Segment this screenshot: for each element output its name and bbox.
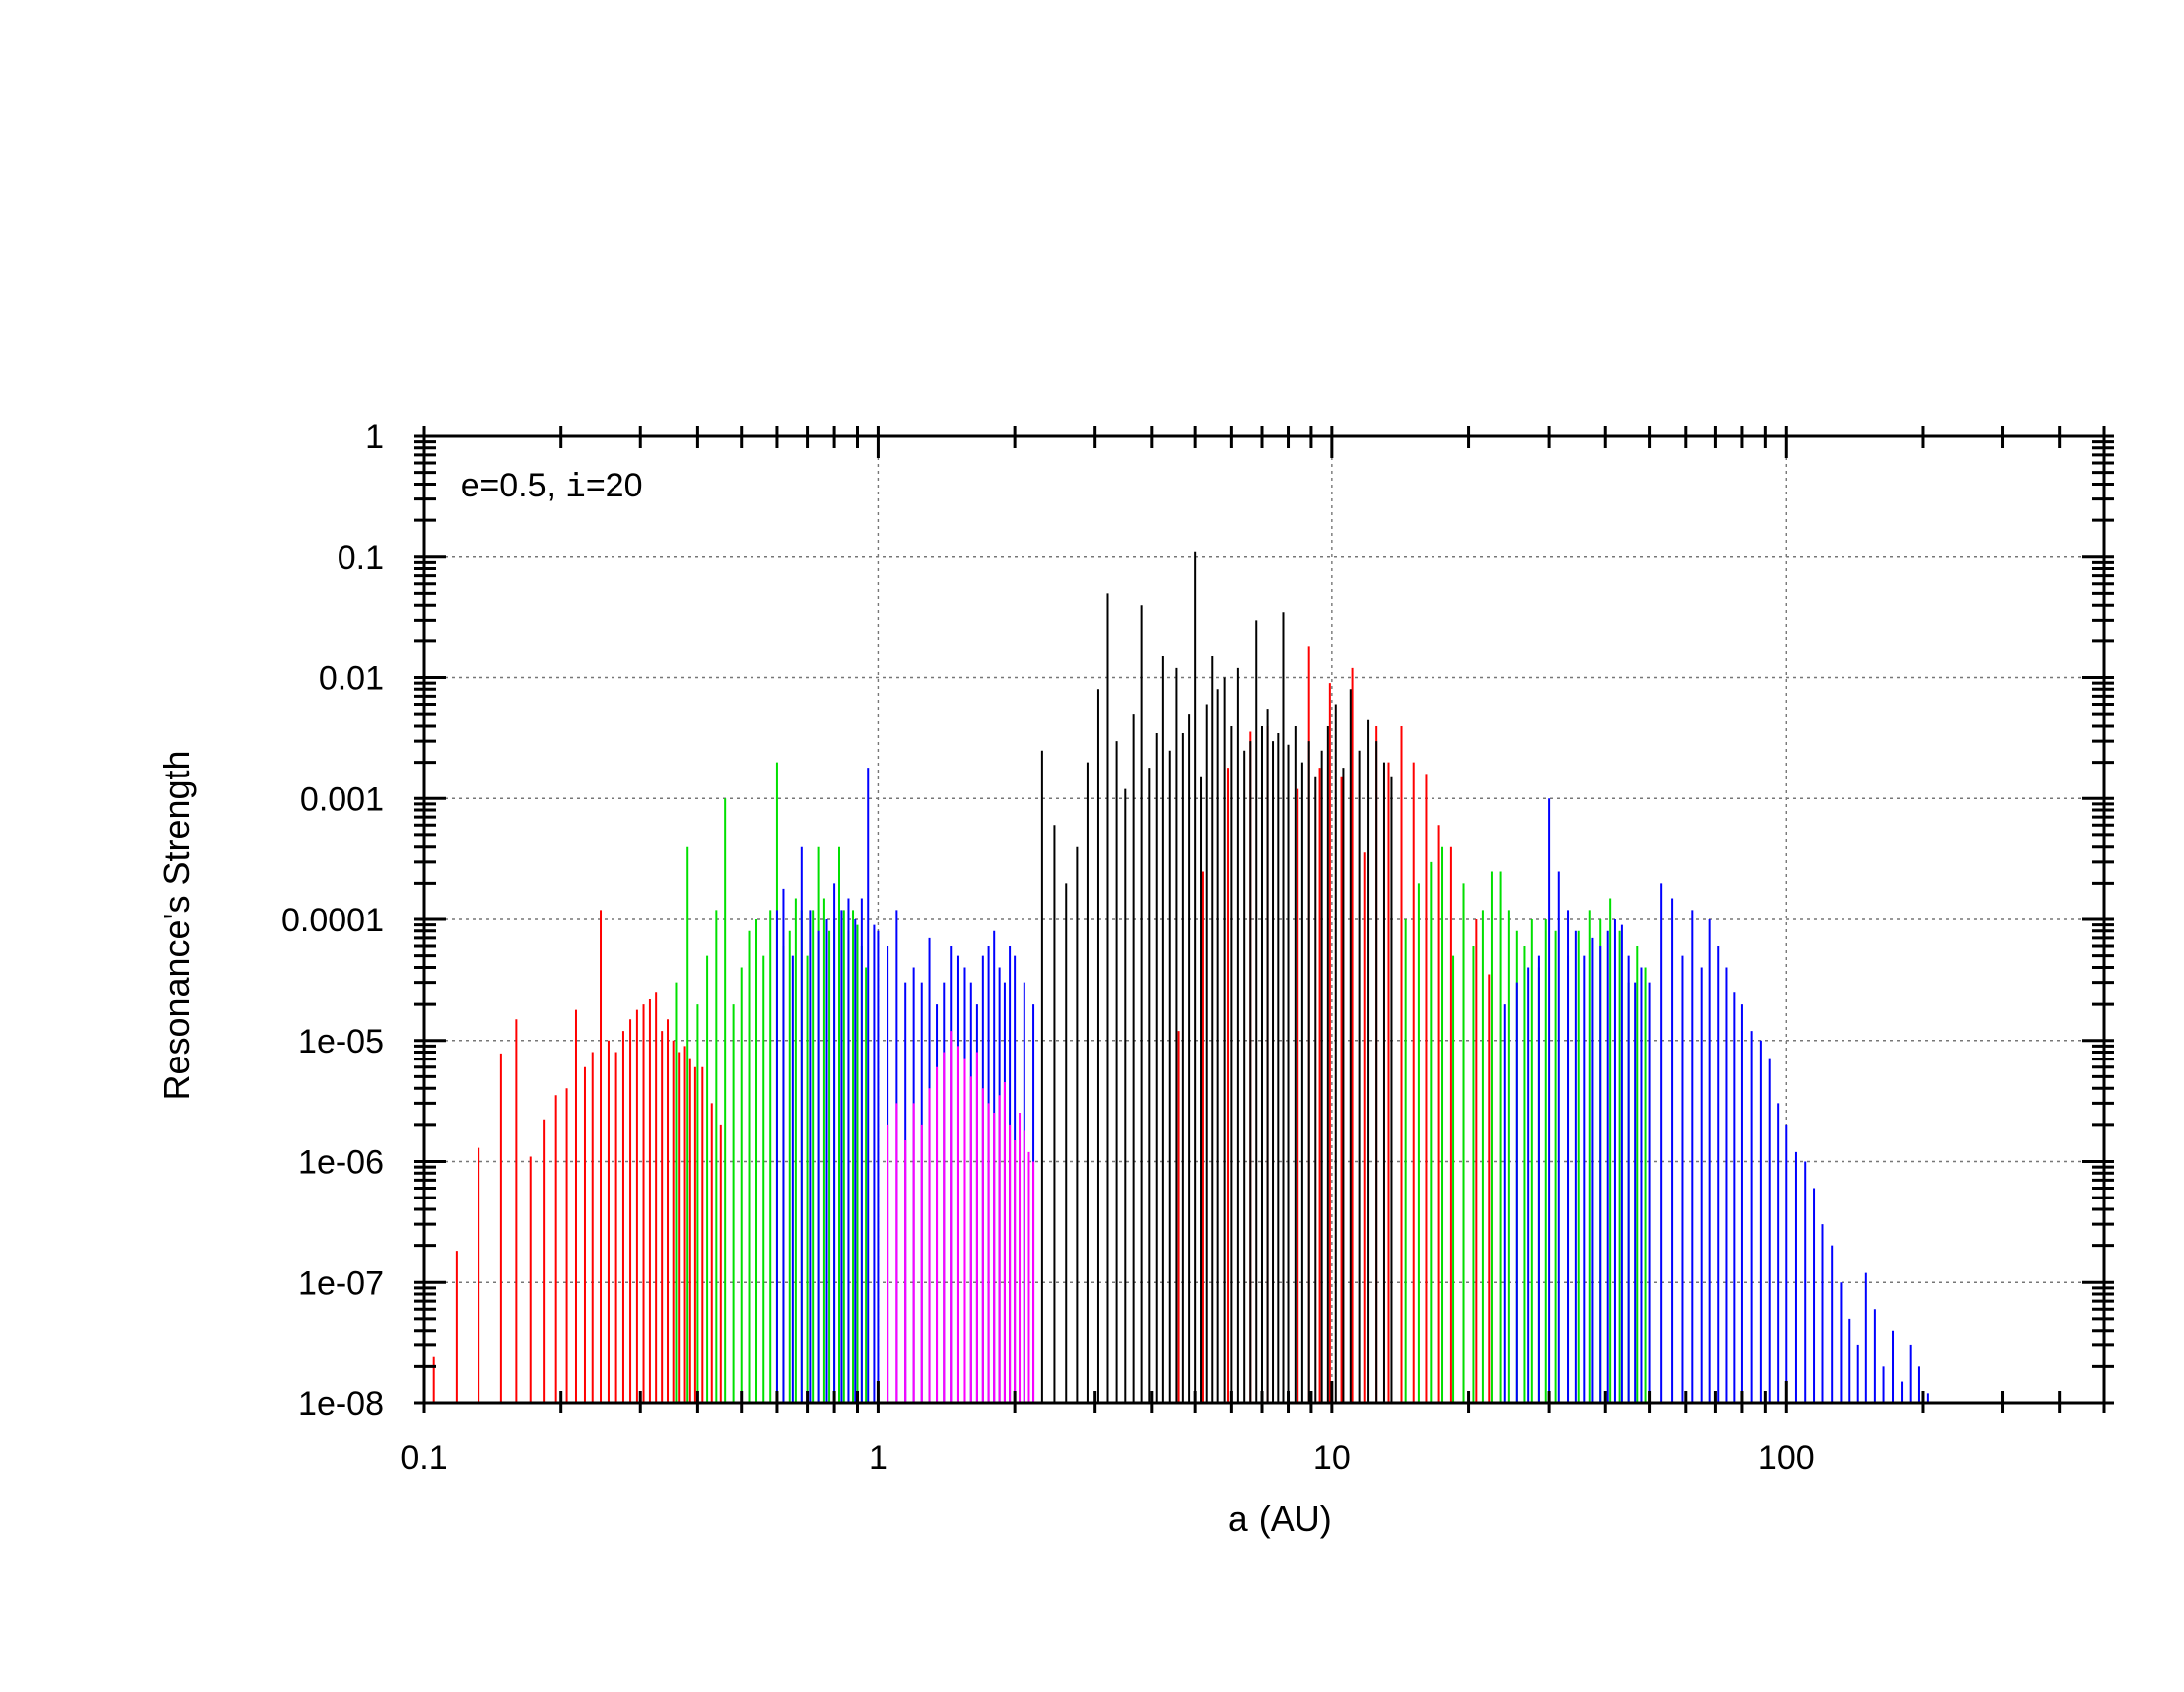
y-tick-label: 1 <box>365 418 384 456</box>
y-tick-label: 0.0001 <box>281 902 384 939</box>
parameter-annotation: e=0.5, i=20 <box>460 467 643 507</box>
y-tick-label: 1e-05 <box>298 1023 384 1060</box>
x-axis-unit: (AU) <box>1249 1498 1332 1539</box>
x-axis-variable: a <box>1227 1501 1249 1542</box>
x-tick-label: 10 <box>1313 1439 1351 1477</box>
annotation-e-value: =0.5, <box>479 467 565 504</box>
y-tick-label: 0.01 <box>319 660 384 698</box>
annotation-i-variable: i <box>565 470 585 507</box>
y-tick-label: 0.001 <box>300 780 384 818</box>
annotation-i-value: =20 <box>586 467 643 504</box>
x-tick-label: 1 <box>869 1439 887 1477</box>
x-tick-label: 100 <box>1758 1439 1815 1477</box>
y-tick-label: 1e-07 <box>298 1264 384 1302</box>
y-axis-title: Resonance's Strength <box>156 750 197 1100</box>
annotation-e-variable: e <box>460 470 479 507</box>
y-tick-label: 0.1 <box>338 539 384 577</box>
y-tick-label: 1e-06 <box>298 1144 384 1182</box>
x-tick-label: 0.1 <box>400 1439 447 1477</box>
y-tick-label: 1e-08 <box>298 1385 384 1423</box>
x-axis-title: a (AU) <box>1227 1498 1332 1542</box>
